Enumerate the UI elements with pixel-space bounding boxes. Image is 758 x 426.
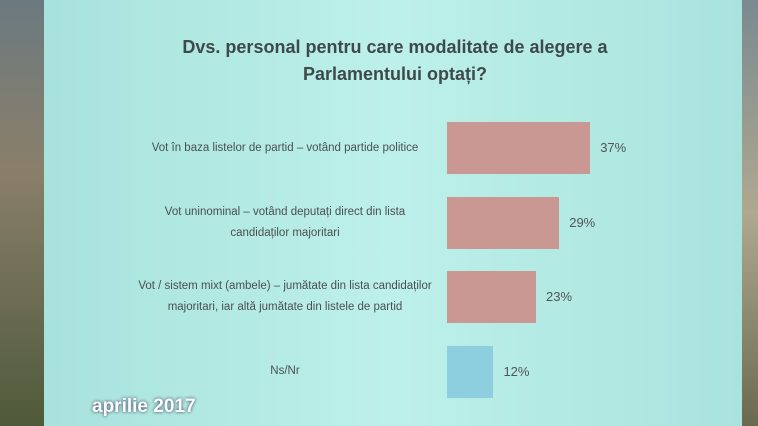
bar [447,196,560,249]
chart-title: Dvs. personal pentru care modalitate de … [182,37,608,84]
category-label: Vot uninominal – votând deputați direct … [164,205,406,239]
category-label: Vot / sistem mixt (ambele) – jumătate di… [138,280,432,313]
wall [0,0,44,426]
value-label: 12% [503,363,530,379]
value-label: 29% [569,214,596,230]
bar [447,122,591,174]
value-label: 23% [546,289,573,304]
value-label: 37% [600,140,627,155]
wall [742,0,758,426]
bar [447,271,536,323]
category-label: Ns/Nr [270,365,300,377]
projection-screen [44,0,742,426]
caption: aprilie 2017 [92,396,196,417]
bar [447,345,494,398]
category-label: Vot în baza listelor de partid – votând … [151,141,419,154]
